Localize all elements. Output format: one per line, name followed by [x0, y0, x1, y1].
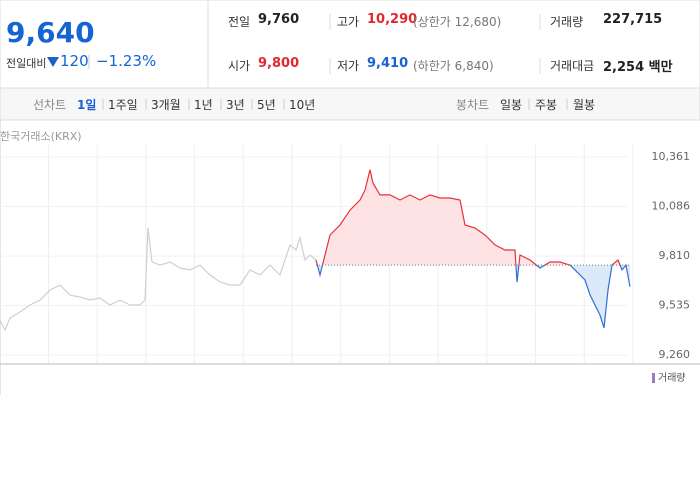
range-option[interactable]: 1일	[77, 98, 97, 112]
y-tick-label: 9,260	[659, 348, 691, 361]
stat-value: 9,760	[258, 12, 300, 27]
stat-label: 거래량	[550, 15, 584, 29]
toolbar	[0, 87, 700, 121]
stat-label: 거래대금	[550, 59, 595, 73]
area	[316, 169, 630, 328]
y-tick-label: 9,810	[659, 249, 691, 262]
down-arrow	[47, 57, 59, 67]
y-tick-label: 10,086	[652, 199, 691, 212]
range-option[interactable]: 1년	[194, 98, 213, 112]
range-option[interactable]: 5년	[257, 98, 276, 112]
line-chart-label: 선차트	[33, 98, 67, 112]
price-line	[315, 169, 631, 329]
stat-value: 9,800	[258, 56, 300, 71]
range-option[interactable]: 3개월	[151, 98, 181, 112]
source-label: 한국거래소(KRX)	[0, 130, 82, 143]
stat-value: 2,254 백만	[603, 60, 673, 75]
y-tick-label: 10,361	[652, 150, 691, 163]
stat-note: (상한가 12,680)	[413, 15, 502, 29]
stat-value: 227,715	[603, 12, 663, 27]
legend-swatch	[652, 373, 655, 383]
stat-label: 전일	[228, 15, 251, 29]
price-line	[0, 227, 317, 332]
stat-note: (하한가 6,840)	[413, 59, 494, 73]
stat-label: 시가	[228, 59, 251, 73]
stat-label: 저가	[337, 59, 360, 73]
candle-option[interactable]: 월봉	[573, 98, 596, 112]
candle-chart-label: 봉차트	[456, 98, 490, 112]
change-label: 전일대비	[6, 57, 47, 70]
legend-label: 거래량	[658, 372, 686, 384]
change: 120	[60, 52, 89, 70]
current-price: 9,640	[6, 16, 95, 49]
range-option[interactable]: 1주일	[108, 98, 138, 112]
range-option[interactable]: 10년	[289, 98, 316, 112]
candle-option[interactable]: 주봉	[535, 98, 558, 112]
range-option[interactable]: 3년	[226, 98, 245, 112]
change-rate: −1.23%	[96, 52, 157, 70]
stat-label: 고가	[337, 15, 360, 29]
stat-value: 10,290	[367, 12, 418, 27]
stat-value: 9,410	[367, 56, 409, 71]
y-tick-label: 9,535	[659, 299, 691, 312]
candle-option[interactable]: 일봉	[500, 98, 523, 112]
